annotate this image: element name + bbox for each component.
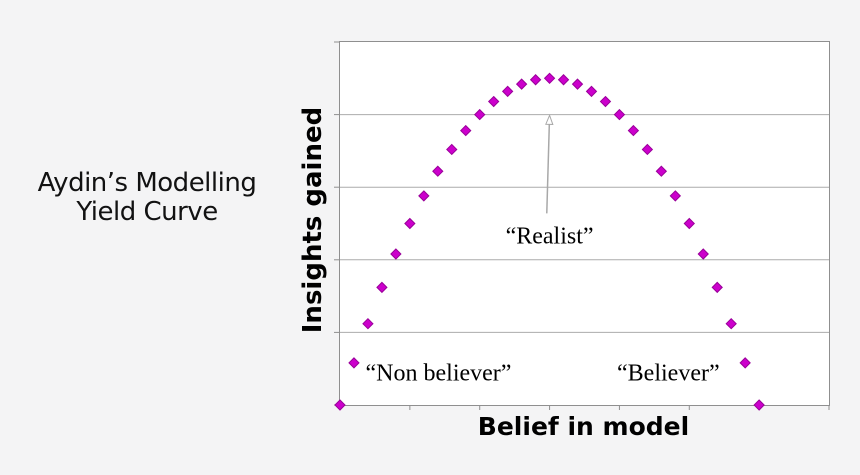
scatter-chart xyxy=(334,41,830,411)
data-point xyxy=(529,74,542,86)
data-point xyxy=(362,317,374,330)
data-point xyxy=(585,85,598,98)
slide-title-line1: Aydin’s Modelling xyxy=(37,168,257,198)
annotation-non-believer: “Non believer” xyxy=(365,360,512,387)
data-point xyxy=(725,317,737,330)
plot-area: “Non believer” “Realist” “Believer” xyxy=(334,41,830,411)
data-point xyxy=(669,190,682,202)
data-point xyxy=(348,357,360,369)
slide-title: Aydin’s Modelling Yield Curve xyxy=(12,169,282,227)
data-point xyxy=(711,281,723,294)
x-axis-label: Belief in model xyxy=(477,412,690,441)
data-point xyxy=(515,78,528,90)
data-point xyxy=(697,248,709,260)
data-point xyxy=(627,124,640,137)
data-point xyxy=(487,95,500,108)
data-point xyxy=(641,143,654,156)
data-point xyxy=(418,190,430,202)
data-point xyxy=(655,165,668,177)
data-point xyxy=(501,85,514,98)
data-point xyxy=(376,281,388,294)
data-point xyxy=(557,74,570,86)
y-axis-label: Insights gained xyxy=(298,106,328,334)
data-point xyxy=(460,124,472,137)
data-point xyxy=(753,399,765,411)
slide-title-line2: Yield Curve xyxy=(76,197,218,227)
data-point xyxy=(543,72,556,85)
data-point xyxy=(739,357,751,369)
annotation-believer: “Believer” xyxy=(617,360,720,387)
data-point xyxy=(334,399,346,411)
data-point xyxy=(390,248,402,260)
data-point xyxy=(404,217,416,230)
data-point xyxy=(446,143,458,156)
data-point xyxy=(613,108,626,121)
data-point xyxy=(599,95,612,108)
realist-arrow-line xyxy=(546,123,551,214)
realist-arrow-head xyxy=(545,113,554,125)
data-point xyxy=(571,78,584,90)
data-point xyxy=(683,217,695,230)
data-point xyxy=(432,165,444,177)
data-point xyxy=(474,108,486,121)
annotation-realist: “Realist” xyxy=(505,223,594,250)
